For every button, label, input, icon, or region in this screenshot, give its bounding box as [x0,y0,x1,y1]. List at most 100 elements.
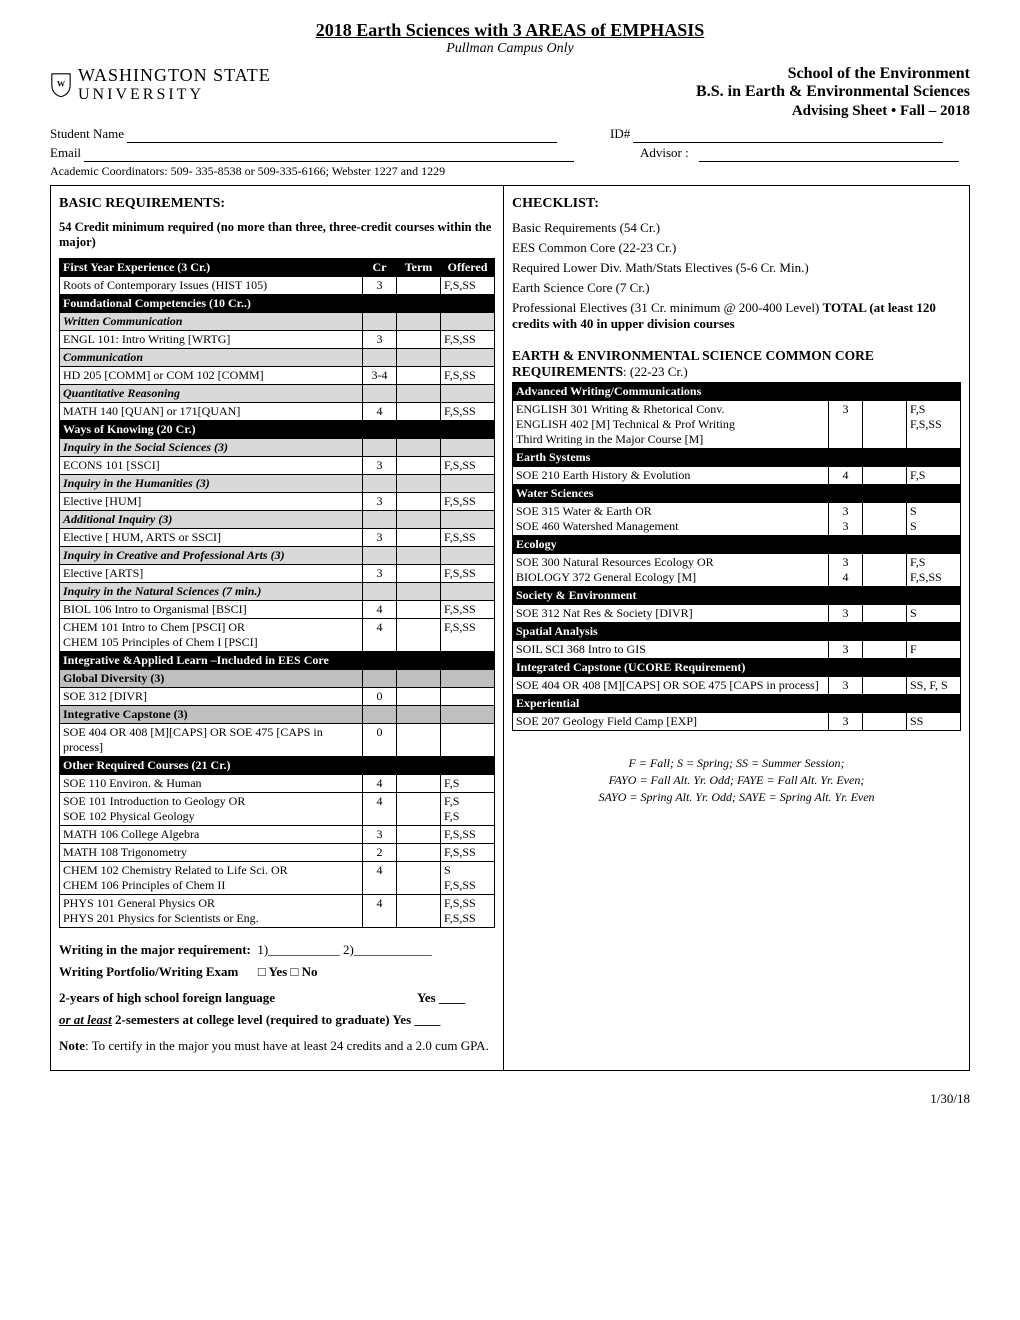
writing-portfolio-label: Writing Portfolio/Writing Exam [59,964,238,979]
semesters-label: 2-semesters at college level (required t… [112,1012,441,1027]
advisor-input[interactable] [699,145,959,162]
row-cr: 3 4 [829,554,863,587]
row-label: HD 205 [COMM] or COM 102 [COMM] [60,367,363,385]
table-row: Elective [HUM]3F,S,SS [60,493,495,511]
row-label: SOE 404 OR 408 [M][CAPS] OR SOE 475 [CAP… [60,724,363,757]
row-label: SOE 207 Geology Field Camp [EXP] [513,713,829,731]
row-label: BIOL 106 Intro to Organismal [BSCI] [60,601,363,619]
row-term [863,659,907,677]
core-requirements-table: Advanced Writing/CommunicationsENGLISH 3… [512,382,961,731]
row-cr: 3 3 [829,503,863,536]
row-label: Global Diversity (3) [60,670,363,688]
writing-portfolio-options[interactable]: □ Yes □ No [258,964,318,979]
degree-name: B.S. in Earth & Environmental Sciences [696,83,970,101]
row-offered: S F,S,SS [441,862,495,895]
row-term [397,688,441,706]
row-term [397,601,441,619]
table-row: ECONS 101 [SSCI]3F,S,SS [60,457,495,475]
table-row: Spatial Analysis [513,623,961,641]
email-input[interactable] [84,145,574,162]
row-label: Spatial Analysis [513,623,829,641]
row-term [863,485,907,503]
table-row: HD 205 [COMM] or COM 102 [COMM]3-4F,S,SS [60,367,495,385]
row-offered: F,S F,S,SS [907,554,961,587]
page-title: 2018 Earth Sciences with 3 AREAS of EMPH… [50,20,970,41]
row-cr: 3 [829,401,863,449]
row-cr: 3 [363,493,397,511]
row-cr [829,383,863,401]
row-cr [363,670,397,688]
svg-text:W: W [57,79,66,88]
row-offered [441,313,495,331]
row-offered [907,449,961,467]
row-cr: 3 [363,826,397,844]
row-label: Integrated Capstone (UCORE Requirement) [513,659,829,677]
table-row: Inquiry in Creative and Professional Art… [60,547,495,565]
table-row: Integrative &Applied Learn –Included in … [60,652,495,670]
row-offered: SS [907,713,961,731]
table-row: Integrated Capstone (UCORE Requirement) [513,659,961,677]
row-term [397,493,441,511]
id-input[interactable] [633,126,943,143]
row-offered: F,S,SS [441,565,495,583]
row-offered [907,659,961,677]
row-label: Additional Inquiry (3) [60,511,363,529]
row-term [397,670,441,688]
row-label: CHEM 102 Chemistry Related to Life Sci. … [60,862,363,895]
row-offered [441,757,495,775]
row-term [397,619,441,652]
or-at-least-label: or at least [59,1012,112,1027]
row-cr [363,475,397,493]
table-row: Ways of Knowing (20 Cr.) [60,421,495,439]
row-cr [829,449,863,467]
table-row: SOE 207 Geology Field Camp [EXP]3SS [513,713,961,731]
row-cr: 4 [363,403,397,421]
row-term [397,349,441,367]
row-offered [441,688,495,706]
note-label: Note [59,1038,85,1053]
writing-major-fields[interactable]: 1)___________ 2)____________ [257,942,431,957]
row-offered [907,383,961,401]
row-offered [907,587,961,605]
row-label: Ecology [513,536,829,554]
row-term [863,449,907,467]
row-label: Integrative Capstone (3) [60,706,363,724]
note-text: : To certify in the major you must have … [85,1038,489,1053]
table-row: SOE 300 Natural Resources Ecology OR BIO… [513,554,961,587]
row-label: SOIL SCI 368 Intro to GIS [513,641,829,659]
writing-major-label: Writing in the major requirement: [59,942,251,957]
row-label: Advanced Writing/Communications [513,383,829,401]
row-label: Inquiry in the Social Sciences (3) [60,439,363,457]
table-row: Additional Inquiry (3) [60,511,495,529]
table-row: SOE 312 Nat Res & Society [DIVR]3S [513,605,961,623]
row-term [397,421,441,439]
row-label: Foundational Competencies (10 Cr..) [60,295,363,313]
row-term [397,511,441,529]
table-row: Elective [ARTS]3F,S,SS [60,565,495,583]
row-label: Inquiry in the Humanities (3) [60,475,363,493]
table-row: Society & Environment [513,587,961,605]
student-name-input[interactable] [127,126,557,143]
foreign-lang-yes[interactable]: Yes ____ [417,990,465,1005]
row-term [397,706,441,724]
row-cr [363,439,397,457]
row-term [397,565,441,583]
row-offered: F,S,SS [441,403,495,421]
row-term [397,367,441,385]
row-label: SOE 110 Environ. & Human [60,775,363,793]
row-offered: F,S [441,775,495,793]
row-cr [363,652,397,670]
row-offered: F,S F,S [441,793,495,826]
row-cr [363,706,397,724]
row-term [863,587,907,605]
row-offered [907,536,961,554]
page-subtitle: Pullman Campus Only [50,41,970,57]
row-label: CHEM 101 Intro to Chem [PSCI] OR CHEM 10… [60,619,363,652]
school-name: School of the Environment [696,65,970,83]
row-term [863,605,907,623]
row-offered: F,S,SS [441,619,495,652]
table-row: Integrative Capstone (3) [60,706,495,724]
row-cr: 4 [363,895,397,928]
basic-requirements-heading: BASIC REQUIREMENTS: [59,196,495,212]
row-offered [441,511,495,529]
